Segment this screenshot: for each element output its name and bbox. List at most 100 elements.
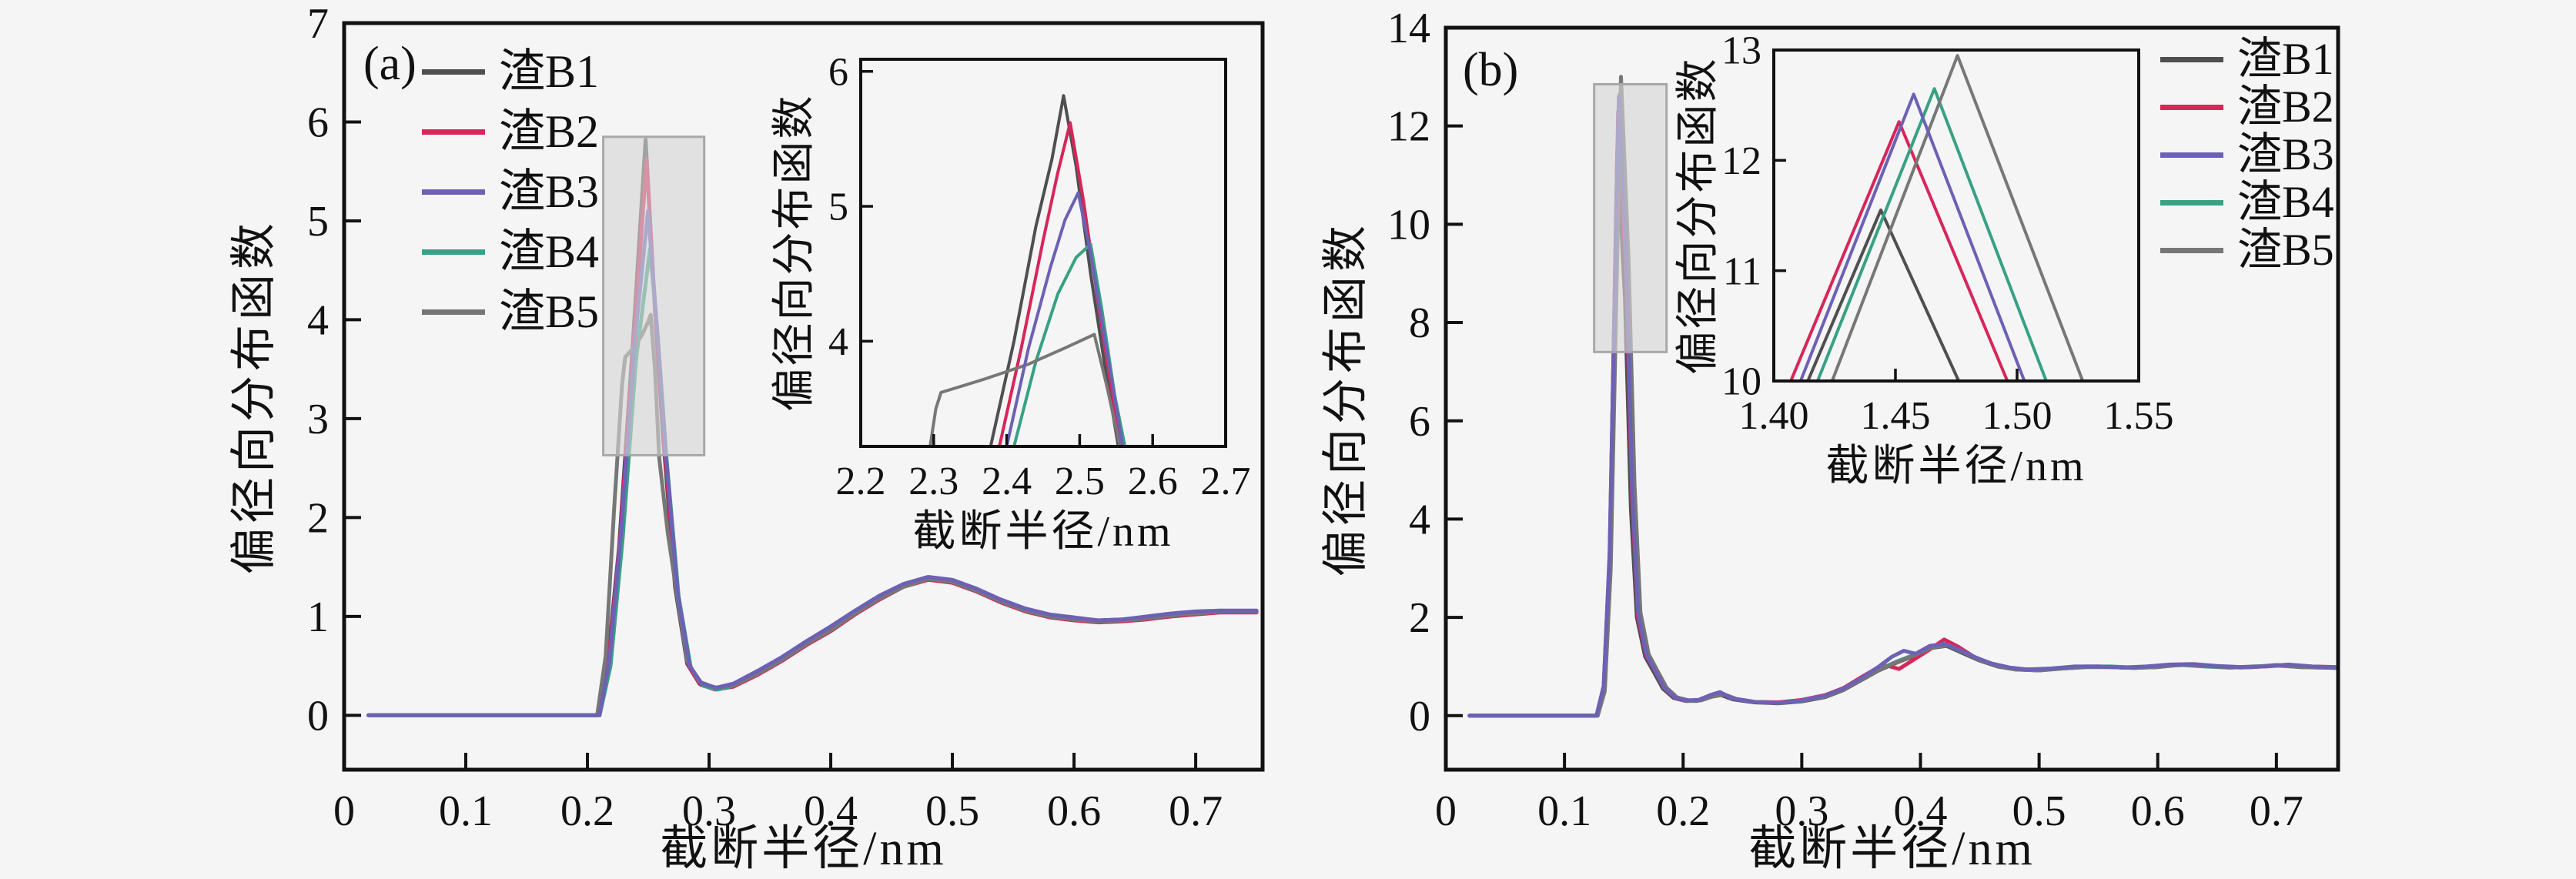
legend-panel-b: 渣B1 渣B2 渣B3 渣B4 渣B5 [2160, 35, 2334, 274]
y-tick-label: 4 [828, 320, 848, 364]
legend-label: 渣B2 [499, 106, 600, 157]
legend-line-swatch [2160, 56, 2223, 62]
legend-label: 渣B4 [2237, 177, 2334, 227]
x-tick-label: 0.3 [682, 787, 736, 835]
x-tick-label: 2.4 [982, 460, 1032, 503]
legend-line-swatch [422, 69, 485, 75]
series-line-b3 [1467, 94, 2338, 718]
series-line-b3 [1798, 92, 2026, 381]
x-tick-label: 0.4 [804, 787, 858, 835]
x-tick-label: 0.7 [1169, 787, 1223, 835]
plot-frame [1444, 25, 2340, 772]
series-line-b1 [1806, 208, 1961, 381]
series-line-b3 [1005, 191, 1125, 446]
y-tick-label: 8 [1409, 299, 1430, 347]
y-tick-label: 6 [1409, 398, 1430, 446]
y-tick-label: 0 [307, 692, 329, 740]
x-tick-label: 0.1 [1537, 787, 1591, 835]
series-line-b4 [1815, 87, 2048, 381]
y-tick-label: 1 [307, 593, 329, 641]
panel-b-y-axis-title: 偏径向分布函数 [1320, 221, 1371, 577]
legend-label: 渣B1 [499, 46, 600, 97]
y-tick-label: 10 [1387, 201, 1430, 249]
y-tick-label: 10 [1721, 360, 1761, 404]
x-tick-label: 0 [1435, 787, 1457, 835]
panel-a-label: (a) [363, 38, 417, 90]
x-tick-label: 0.2 [560, 787, 614, 835]
legend-label: 渣B3 [2237, 129, 2334, 179]
panel-a-x-axis-title: 截断半径/nm [660, 823, 947, 875]
series-line-b5 [928, 333, 1122, 446]
y-tick-label: 12 [1721, 139, 1761, 183]
x-tick-label: 0 [333, 787, 355, 835]
legend-item: 渣B3 [422, 162, 599, 222]
x-tick-label: 2.2 [836, 460, 886, 503]
x-tick-label: 2.7 [1201, 460, 1251, 503]
x-tick-label: 0.2 [1656, 787, 1710, 835]
y-tick-label: 5 [307, 198, 329, 246]
legend-label: 渣B5 [2237, 225, 2334, 275]
legend-item: 渣B5 [422, 282, 599, 342]
legend-line-swatch [422, 249, 485, 255]
legend-panel-a: 渣B1 渣B2 渣B3 渣B4 渣B5 [422, 42, 599, 342]
peak-highlight-box [1593, 82, 1668, 353]
plot-frame [859, 58, 1227, 448]
legend-item: 渣B4 [422, 222, 599, 282]
x-tick-label: 0.1 [439, 787, 493, 835]
y-tick-label: 3 [307, 396, 329, 443]
legend-label: 渣B2 [2237, 82, 2334, 132]
x-tick-label: 1.45 [1861, 394, 1931, 438]
series-line-b2 [1789, 120, 2009, 381]
x-tick-label: 0.5 [2012, 787, 2066, 835]
legend-item: 渣B3 [2160, 131, 2334, 179]
legend-line-swatch [2160, 104, 2223, 110]
y-tick-label: 4 [307, 296, 329, 344]
x-tick-label: 0.3 [1775, 787, 1828, 835]
y-tick-label: 0 [1409, 693, 1430, 740]
legend-line-swatch [422, 189, 485, 195]
series-line-b1 [989, 94, 1120, 446]
x-tick-label: 1.40 [1739, 394, 1809, 438]
y-tick-label: 5 [828, 185, 848, 229]
legend-item: 渣B5 [2160, 226, 2334, 274]
y-tick-label: 2 [307, 494, 329, 542]
x-tick-label: 0.6 [2131, 787, 2185, 835]
legend-line-swatch [422, 309, 485, 315]
x-tick-label: 0.4 [1893, 787, 1947, 835]
legend-item: 渣B2 [2160, 83, 2334, 131]
panel-b-inset-y-axis-title: 偏径向分布函数 [1674, 56, 1722, 375]
legend-line-swatch [2160, 152, 2223, 158]
x-tick-label: 0.7 [2250, 787, 2303, 835]
y-tick-label: 7 [307, 0, 329, 48]
legend-line-swatch [2160, 199, 2223, 206]
legend-line-swatch [422, 129, 485, 135]
x-tick-label: 1.50 [1982, 394, 2052, 438]
y-tick-label: 6 [307, 99, 329, 147]
y-tick-label: 13 [1721, 29, 1761, 73]
legend-label: 渣B4 [499, 226, 600, 277]
x-tick-label: 0.5 [925, 787, 979, 835]
legend-label: 渣B3 [499, 166, 600, 217]
panel-a-inset-x-axis-title: 截断半径/nm [912, 508, 1174, 556]
y-tick-label: 12 [1387, 103, 1430, 151]
y-tick-label: 2 [1409, 594, 1430, 642]
legend-label: 渣B5 [499, 286, 600, 337]
x-tick-label: 2.3 [908, 460, 958, 503]
plot-frame [1772, 48, 2140, 383]
panel-a-y-axis-title: 偏径向分布函数 [229, 219, 279, 574]
legend-item: 渣B1 [422, 42, 599, 102]
legend-label: 渣B1 [2237, 34, 2334, 84]
x-tick-label: 2.6 [1128, 460, 1178, 503]
peak-highlight-box [602, 135, 706, 456]
legend-item: 渣B1 [2160, 35, 2334, 83]
x-tick-label: 1.55 [2104, 394, 2174, 438]
panel-b-inset-x-axis-title: 截断半径/nm [1825, 443, 2087, 490]
y-tick-label: 11 [1723, 249, 1761, 293]
y-tick-label: 14 [1387, 5, 1430, 52]
panel-b-label: (b) [1463, 44, 1519, 96]
legend-item: 渣B2 [422, 102, 599, 162]
x-tick-label: 2.5 [1055, 460, 1105, 503]
x-tick-label: 0.6 [1047, 787, 1101, 835]
